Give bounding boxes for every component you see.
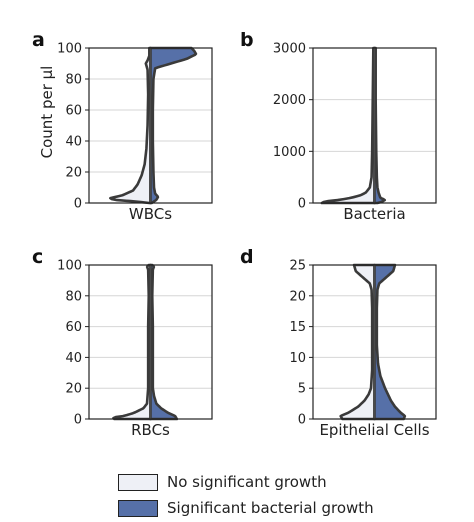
- y-tick-label: 5: [298, 382, 306, 397]
- panels-group: a020406080100WBCsb0100020003000Bacteriac…: [32, 29, 437, 439]
- legend-label-no-growth: No significant growth: [167, 473, 327, 491]
- violin-half-growth: [149, 263, 179, 421]
- y-tick-label: 80: [65, 289, 82, 304]
- plot-frame: [88, 47, 213, 204]
- violin-figure: Count per µl a020406080100WBCsb010002000…: [32, 29, 437, 439]
- panel-letter: b: [240, 29, 254, 51]
- violin-half-no-growth: [339, 263, 376, 421]
- y-tick-label: 15: [289, 320, 306, 335]
- y-tick-label: 80: [65, 73, 82, 88]
- violin-half-growth: [149, 46, 198, 205]
- y-tick-label: 20: [289, 289, 306, 304]
- legend-item-growth: Significant bacterial growth: [118, 496, 374, 520]
- y-tick-label: 2000: [273, 93, 306, 108]
- violin-half-no-growth: [109, 46, 152, 205]
- y-tick-label: 20: [65, 166, 82, 181]
- y-tick-label: 0: [298, 197, 306, 212]
- y-tick-label: 3000: [273, 42, 306, 57]
- legend: No significant growth Significant bacter…: [118, 470, 374, 522]
- y-tick-label: 0: [74, 413, 82, 428]
- legend-item-no-growth: No significant growth: [118, 470, 374, 494]
- y-tick-label: 1000: [273, 145, 306, 160]
- y-tick-label: 25: [289, 259, 306, 274]
- y-tick-label: 40: [65, 351, 82, 366]
- y-tick-label: 100: [57, 259, 82, 274]
- legend-swatch-growth: [118, 499, 158, 517]
- y-tick-label: 60: [65, 104, 82, 119]
- x-axis-label: WBCs: [129, 205, 172, 223]
- y-tick-label: 20: [65, 382, 82, 397]
- violin-half-growth: [373, 46, 387, 205]
- plot-frame: [312, 264, 437, 420]
- panel-letter: d: [240, 246, 254, 268]
- panel-c: c 0 20 40 60 80 100 RBCs: [32, 246, 213, 439]
- y-tick-label: 0: [298, 413, 306, 428]
- panel-d: d 0 5 10 15 20 25 Epithelial Cells: [240, 246, 437, 439]
- x-axis-label: Bacteria: [343, 205, 405, 223]
- violin-half-no-growth: [112, 263, 152, 421]
- legend-label-growth: Significant bacterial growth: [167, 499, 374, 517]
- violin-half-growth: [373, 263, 407, 421]
- panel-letter: c: [32, 246, 43, 268]
- y-tick-label: 10: [289, 351, 306, 366]
- y-tick-label: 60: [65, 320, 82, 335]
- x-axis-label: RBCs: [131, 421, 170, 439]
- y-tick-label: 40: [65, 135, 82, 150]
- panel-b: b 0 1000 2000 3000 Bacteria: [240, 29, 437, 223]
- y-axis-title: Count per µl: [38, 66, 56, 159]
- x-axis-label: Epithelial Cells: [319, 421, 429, 439]
- panel-a: a 0 20 40 60 80 100 WBCs: [32, 29, 213, 223]
- legend-swatch-no-growth: [118, 473, 158, 491]
- y-tick-label: 100: [57, 42, 82, 57]
- y-tick-label: 0: [74, 197, 82, 212]
- violin-half-no-growth: [320, 46, 376, 205]
- plot-frame: [312, 47, 437, 204]
- panel-letter: a: [32, 29, 45, 51]
- plot-frame: [88, 264, 213, 420]
